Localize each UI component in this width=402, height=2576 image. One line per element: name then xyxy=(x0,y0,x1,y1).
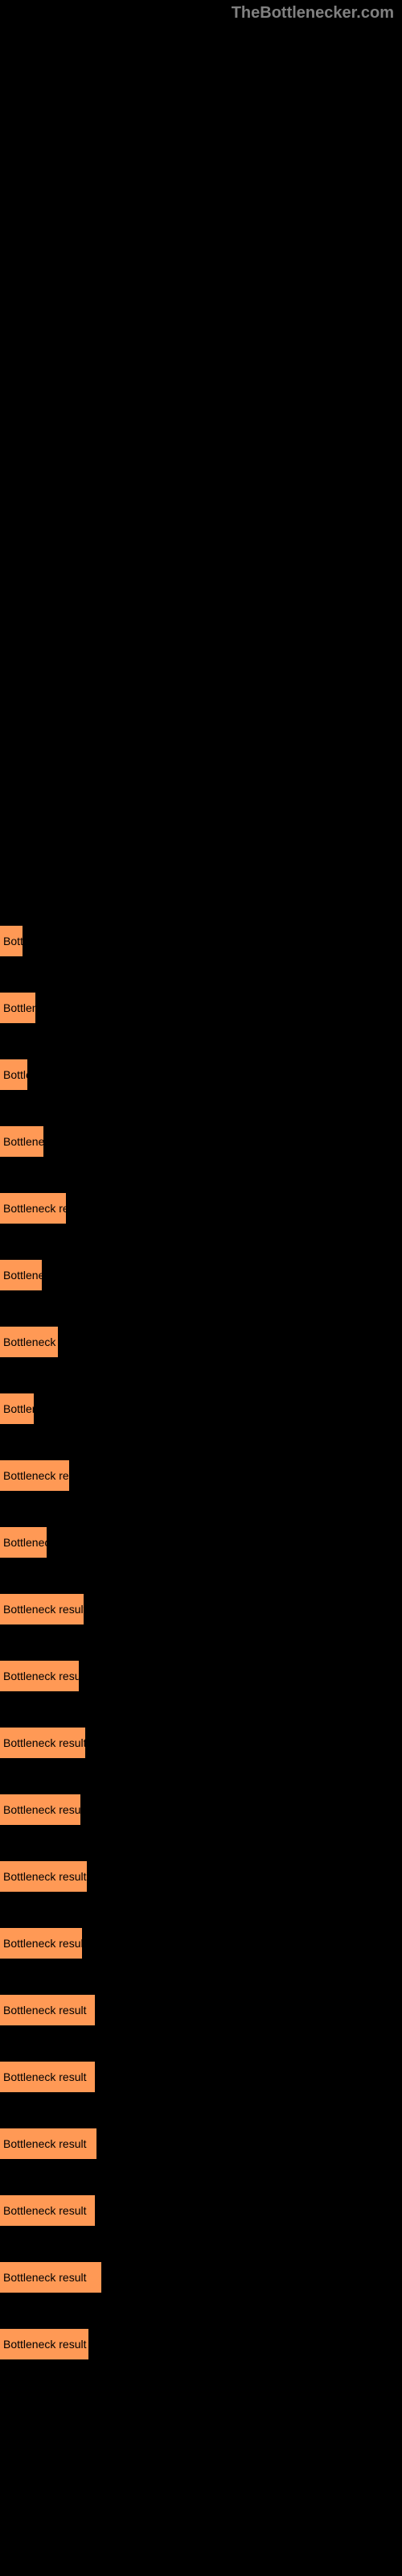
bar: Bottleneck re xyxy=(0,1193,66,1224)
bar-row: Bottleneck xyxy=(0,1527,402,1559)
bar-row: Bottlene xyxy=(0,1393,402,1426)
bar-row: Bottleneck result xyxy=(0,1995,402,2027)
bar-row: Bottleneck re xyxy=(0,1193,402,1225)
bar: Bottleneck r xyxy=(0,1327,58,1357)
bar: Bottleneck result xyxy=(0,1661,79,1691)
bar: Bottleneck result xyxy=(0,2262,101,2293)
bar-row: Bottleneck result xyxy=(0,1928,402,1960)
bar: Bottle xyxy=(0,1059,27,1090)
bar: Bottlened xyxy=(0,993,35,1023)
bar-row: Bott xyxy=(0,926,402,958)
bar-row: Bottleneck result xyxy=(0,2062,402,2094)
bar: Bottleneck result xyxy=(0,1728,85,1758)
bar-row: Bottleneck result xyxy=(0,2195,402,2227)
bar: Bott xyxy=(0,926,23,956)
bar: Bottleneck result xyxy=(0,2128,96,2159)
bar: Bottleneck xyxy=(0,1126,43,1157)
bar-row: Bottleneck result xyxy=(0,1594,402,1626)
bar-row: Bottleneck result xyxy=(0,1728,402,1760)
bar: Bottleneck result xyxy=(0,1995,95,2025)
bar-chart: Bott Bottlened Bottle Bottleneck Bottleneck … xyxy=(0,926,402,2396)
bar: Bottleneck result xyxy=(0,1928,82,1959)
bar: Bottleneck xyxy=(0,1527,47,1558)
bar: Bottleneck result xyxy=(0,1594,84,1624)
bar-row: Bottleneck result xyxy=(0,2128,402,2161)
bar-row: Bottleneck r xyxy=(0,1327,402,1359)
bar-row: Bottleneck xyxy=(0,1126,402,1158)
watermark: TheBottlenecker.com xyxy=(232,4,394,23)
bar-row: Bottleneck res xyxy=(0,1460,402,1492)
bar-row: Bottleneck result xyxy=(0,1661,402,1693)
bar: Bottlene xyxy=(0,1393,34,1424)
bar: Bottleneck result xyxy=(0,2329,88,2359)
bar-row: Bottleneck xyxy=(0,1260,402,1292)
bar: Bottleneck res xyxy=(0,1460,69,1491)
bar-row: Bottleneck result xyxy=(0,2262,402,2294)
bar: Bottleneck result xyxy=(0,2062,95,2092)
bar-row: Bottleneck result xyxy=(0,1861,402,1893)
bar-row: Bottleneck result xyxy=(0,2329,402,2361)
bar: Bottleneck result xyxy=(0,2195,95,2226)
bar: Bottleneck result xyxy=(0,1861,87,1892)
bar-row: Bottlened xyxy=(0,993,402,1025)
bar-row: Bottle xyxy=(0,1059,402,1092)
bar-row: Bottleneck result xyxy=(0,1794,402,1827)
bar: Bottleneck result xyxy=(0,1794,80,1825)
bar: Bottleneck xyxy=(0,1260,42,1290)
